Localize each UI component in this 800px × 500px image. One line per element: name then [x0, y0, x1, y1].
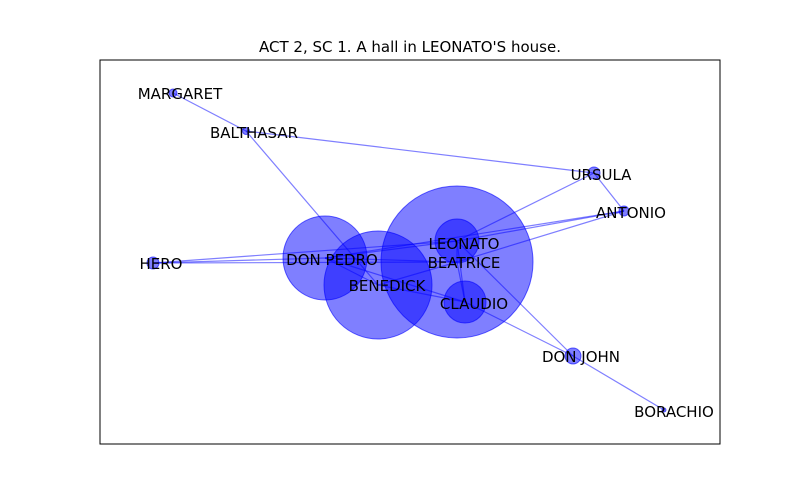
figure-title: ACT 2, SC 1. A hall in LEONATO'S house.	[259, 38, 561, 56]
node-label-benedick: BENEDICK	[349, 277, 427, 295]
node-label-leonato: LEONATO	[429, 235, 500, 253]
edge-don-john-borachio	[572, 355, 665, 411]
node-don-john	[564, 347, 582, 365]
node-hero	[146, 256, 160, 270]
node-label-beatrice: BEATRICE	[428, 254, 501, 272]
node-ursula	[587, 166, 601, 180]
node-label-don-john: DON JOHN	[542, 348, 620, 366]
node-benedick	[323, 230, 433, 340]
edge-balthasar-ursula	[245, 130, 595, 174]
node-label-don-pedro: DON PEDRO	[286, 251, 378, 269]
edge-margaret-balthasar	[172, 92, 247, 132]
node-balthasar	[242, 127, 250, 135]
node-label-antonio: ANTONIO	[596, 204, 666, 222]
edge-ursula-antonio	[593, 172, 625, 212]
node-label-margaret: MARGARET	[138, 85, 223, 103]
plot-area: MARGARET BALTHASAR URSULA ANTONIO HERO DON PE…	[99, 59, 721, 445]
nodes-layer	[146, 88, 667, 413]
plot-frame	[99, 59, 721, 445]
node-antonio	[618, 205, 630, 217]
node-label-ursula: URSULA	[571, 166, 633, 184]
node-borachio	[661, 407, 667, 413]
node-label-balthasar: BALTHASAR	[210, 124, 298, 142]
node-label-claudio: CLAUDIO	[440, 295, 508, 313]
node-claudio	[443, 280, 487, 324]
node-label-hero: HERO	[140, 255, 183, 273]
node-margaret	[168, 88, 178, 98]
labels-layer: MARGARET BALTHASAR URSULA ANTONIO HERO DON PE…	[138, 85, 714, 421]
node-label-borachio: BORACHIO	[634, 403, 714, 421]
